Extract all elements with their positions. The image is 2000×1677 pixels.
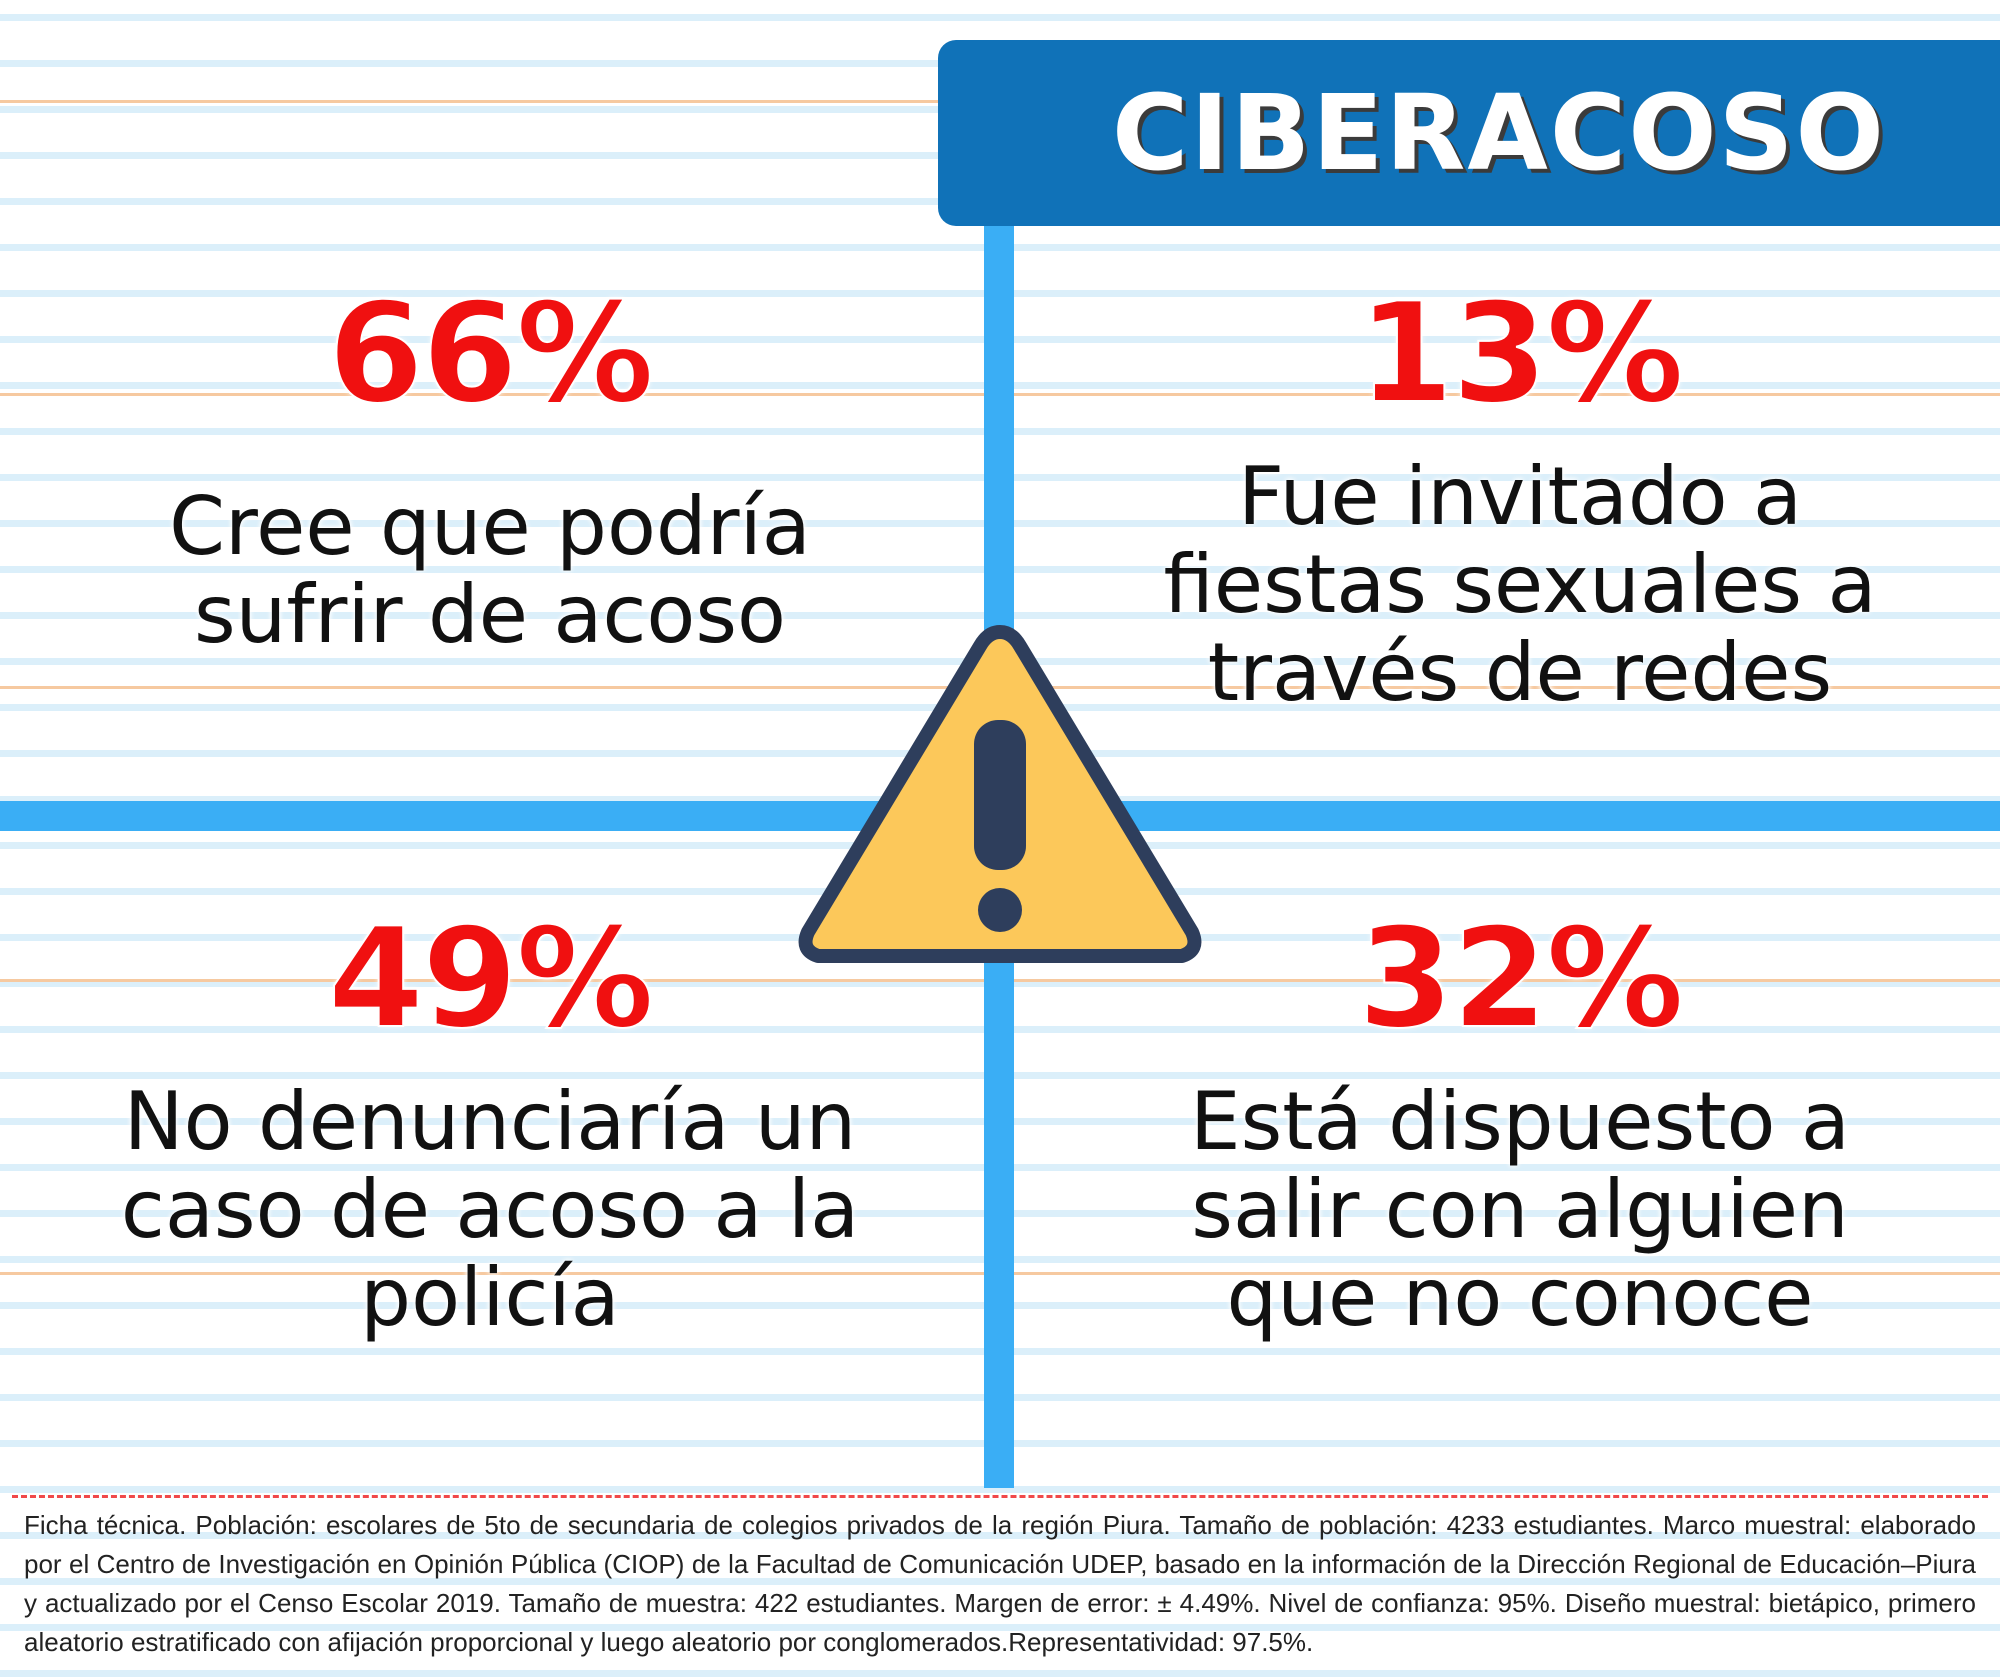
stat-percent: 32% (1357, 898, 1685, 1059)
stat-description: Cree que podría sufrir de acoso (169, 480, 811, 661)
page-title: CIBERACOSO (1112, 72, 1886, 194)
warning-triangle-icon (798, 625, 1202, 963)
stat-percent: 13% (1357, 273, 1685, 434)
stat-block-bottom-right: 32% Está dispuesto a salir con alguien q… (1080, 898, 1960, 1344)
stat-block-top-left: 66% Cree que podría sufrir de acoso (60, 273, 920, 661)
stat-description: No denunciaría un caso de acoso a la pol… (120, 1075, 860, 1344)
stat-block-bottom-left: 49% No denunciaría un caso de acoso a la… (40, 898, 940, 1344)
footnote-divider (12, 1495, 1988, 1498)
stat-block-top-right: 13% Fue invitado a fiestas sexuales a tr… (1080, 273, 1960, 719)
technical-note: Ficha técnica. Población: escolares de 5… (24, 1510, 1976, 1657)
stat-percent: 66% (327, 273, 655, 434)
title-banner: CIBERACOSO (938, 40, 2000, 226)
stat-description: Está dispuesto a salir con alguien que n… (1190, 1075, 1850, 1344)
stat-description: Fue invitado a fiestas sexuales a través… (1163, 450, 1877, 719)
stat-percent: 49% (327, 898, 655, 1059)
